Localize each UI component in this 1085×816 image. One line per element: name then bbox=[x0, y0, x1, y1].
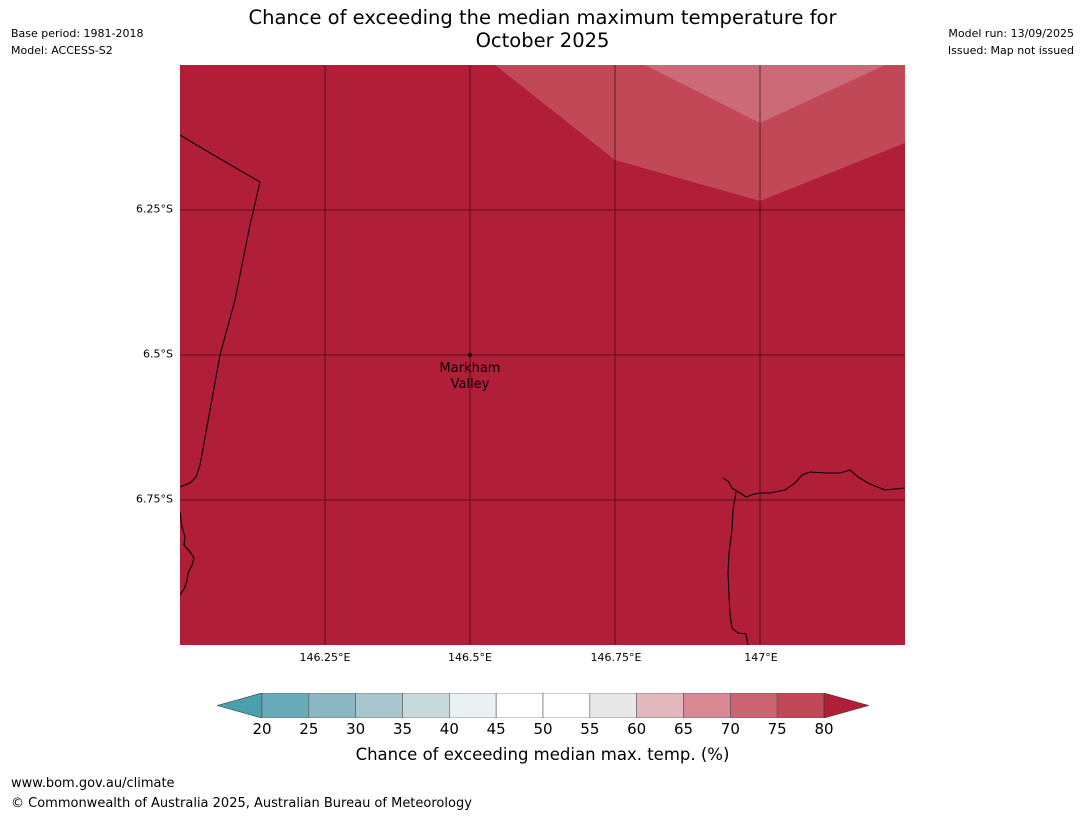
colorbar-over-arrow bbox=[823, 693, 869, 718]
colorbar-tick-label: 80 bbox=[814, 720, 834, 738]
colorbar-tick-label: 65 bbox=[673, 720, 694, 738]
colorbar-tick-label: 35 bbox=[392, 720, 413, 738]
longitude-label: 147°E bbox=[744, 651, 778, 664]
meta-right: Model run: 13/09/2025 Issued: Map not is… bbox=[948, 25, 1074, 59]
colorbar-bin bbox=[542, 693, 591, 718]
colorbar-tick-label: 75 bbox=[767, 720, 787, 738]
meta-left: Base period: 1981-2018 Model: ACCESS-S2 bbox=[11, 25, 143, 59]
latitude-label: 6.5°S bbox=[143, 347, 173, 361]
map-title: Chance of exceeding the median maximum t… bbox=[190, 6, 895, 52]
colorbar-bin bbox=[776, 693, 825, 718]
colorbar-tick-label: 40 bbox=[439, 720, 459, 738]
longitude-label: 146.75°E bbox=[590, 651, 642, 664]
footer: www.bom.gov.au/climate © Commonwealth of… bbox=[11, 774, 472, 814]
longitude-label: 146.25°E bbox=[299, 651, 351, 664]
probability-zone-70-75 bbox=[645, 65, 885, 123]
place-label-line-2: Valley bbox=[451, 377, 490, 392]
footer-url[interactable]: www.bom.gov.au/climate bbox=[11, 776, 175, 791]
model-text: Model: ACCESS-S2 bbox=[11, 44, 113, 57]
place-marker[interactable] bbox=[468, 353, 472, 357]
colorbar-tick-label: 25 bbox=[299, 720, 319, 738]
coastline-southeast bbox=[727, 491, 749, 645]
colorbar-bin bbox=[730, 693, 778, 718]
boundary-line-southwest bbox=[180, 511, 195, 596]
colorbar-tick-label: 30 bbox=[346, 720, 366, 738]
colorbar-bin bbox=[449, 693, 497, 718]
colorbar bbox=[217, 693, 869, 718]
latitude-label: 6.75°S bbox=[136, 492, 173, 506]
colorbar-bin bbox=[589, 693, 637, 718]
colorbar-bin bbox=[355, 693, 403, 718]
boundaries bbox=[180, 134, 905, 645]
colorbar-bin bbox=[495, 693, 544, 718]
colorbar-under-arrow bbox=[217, 693, 263, 718]
colorbar-label: Chance of exceeding median max. temp. (%… bbox=[355, 745, 730, 764]
colorbar-tick-label: 20 bbox=[252, 720, 272, 738]
colorbar-tick-label: 55 bbox=[580, 720, 600, 738]
base-period-text: Base period: 1981-2018 bbox=[11, 27, 144, 40]
colorbar-tick-label: 50 bbox=[533, 720, 553, 738]
model-run-text: Model run: 13/09/2025 bbox=[948, 27, 1074, 40]
map-canvas: Markham Valley bbox=[180, 65, 905, 645]
map-panel[interactable]: Markham Valley bbox=[180, 65, 905, 645]
colorbar-bins bbox=[261, 693, 825, 718]
colorbar-bin bbox=[683, 693, 731, 718]
colorbar-tick-label: 70 bbox=[720, 720, 740, 738]
issued-text: Issued: Map not issued bbox=[947, 44, 1074, 57]
colorbar-tick-label: 45 bbox=[486, 720, 506, 738]
coastline-east bbox=[722, 469, 905, 498]
title-line-1: Chance of exceeding the median maximum t… bbox=[248, 6, 837, 29]
footer-copyright: © Commonwealth of Australia 2025, Austra… bbox=[11, 796, 472, 811]
latitude-label: 6.25°S bbox=[136, 202, 173, 216]
title-line-2: October 2025 bbox=[475, 29, 610, 52]
boundary-line-west bbox=[180, 134, 261, 488]
colorbar-tick-label: 60 bbox=[627, 720, 647, 738]
colorbar-graphic bbox=[217, 693, 869, 718]
colorbar-bin bbox=[308, 693, 356, 718]
place-label-line-1: Markham bbox=[440, 361, 501, 376]
longitude-label: 146.5°E bbox=[448, 651, 492, 664]
colorbar-bin bbox=[261, 693, 310, 718]
colorbar-bin bbox=[636, 693, 684, 718]
colorbar-bin bbox=[402, 693, 450, 718]
